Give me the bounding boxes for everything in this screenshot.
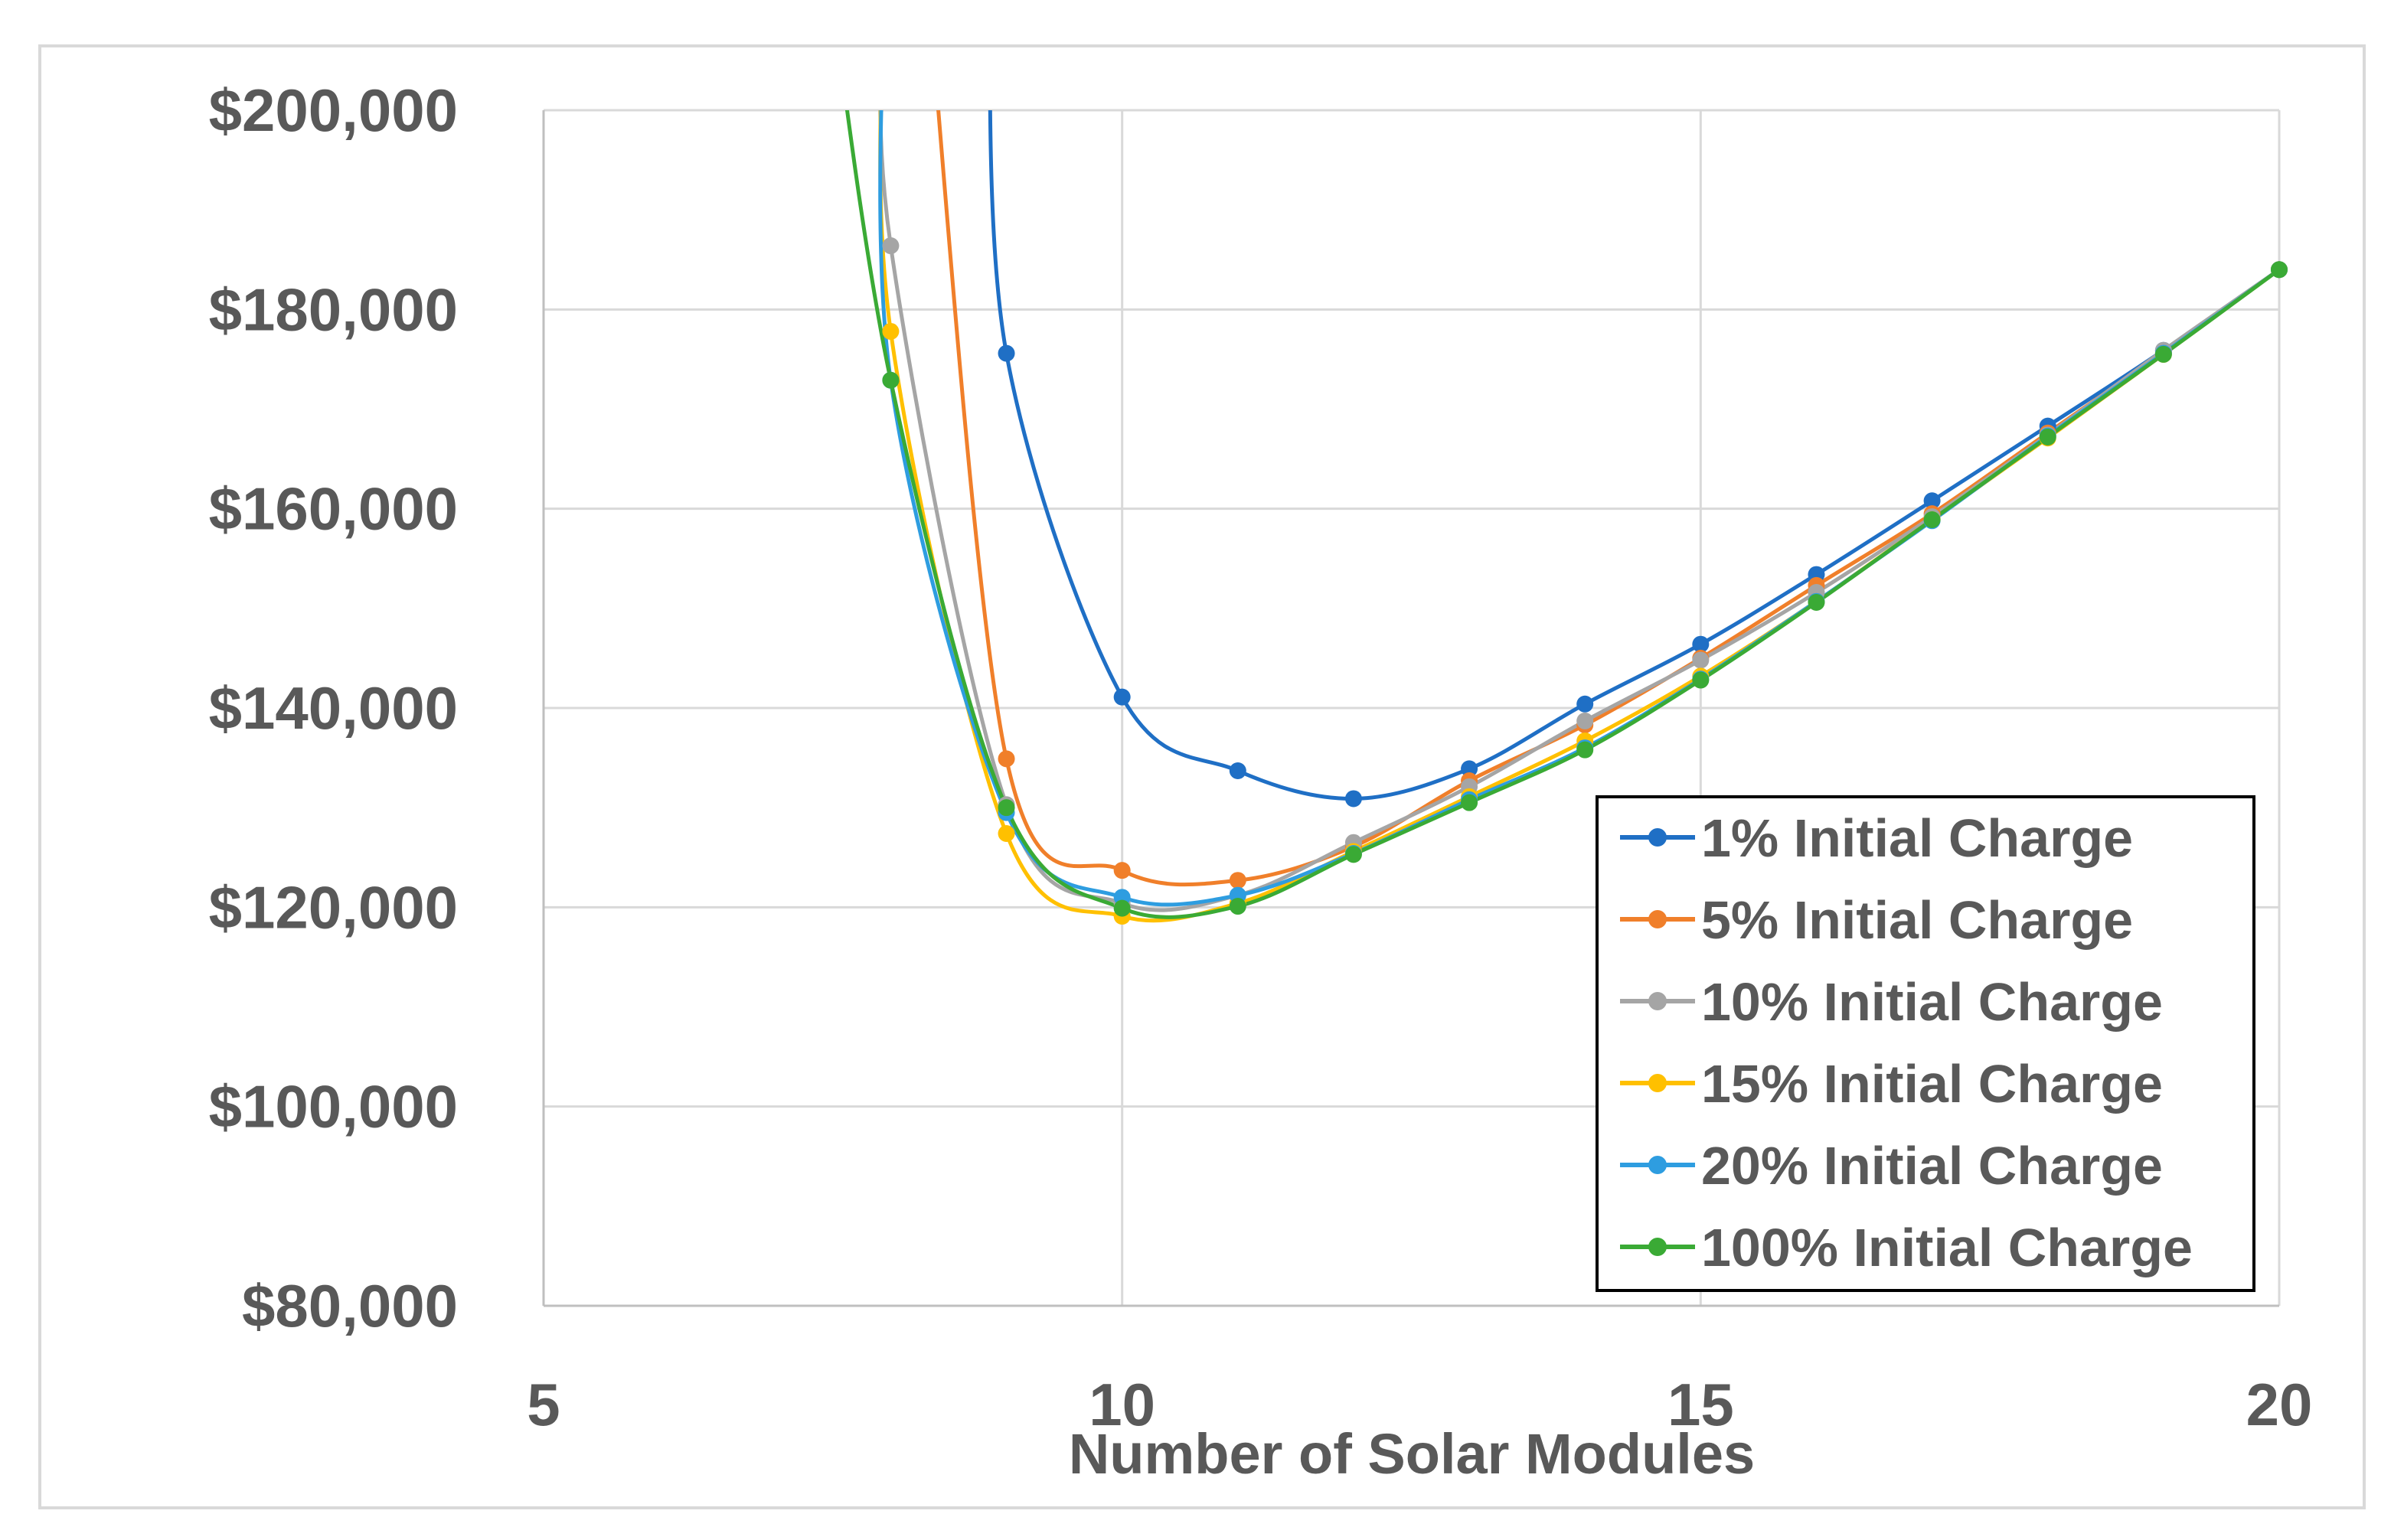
data-point — [1113, 899, 1131, 917]
marker-layer — [882, 237, 2288, 925]
data-point — [1808, 594, 1825, 612]
y-tick-label: $180,000 — [209, 276, 458, 343]
data-point — [1113, 688, 1131, 706]
data-point — [1113, 862, 1131, 879]
data-point — [1576, 695, 1594, 713]
x-axis-title: Number of Solar Modules — [1069, 1422, 1755, 1486]
data-point — [2271, 261, 2288, 279]
data-point — [998, 799, 1015, 817]
x-tick-label: 15 — [1667, 1371, 1734, 1438]
legend-swatch-marker — [1648, 1238, 1667, 1256]
data-point — [882, 237, 900, 255]
axes — [542, 110, 2279, 1307]
legend-box — [1596, 795, 2255, 1292]
legend-label: 10% Initial Charge — [1701, 972, 2163, 1032]
data-point — [998, 750, 1015, 768]
y-tick-label: $100,000 — [209, 1073, 458, 1140]
legend-label: 1% Initial Charge — [1701, 808, 2133, 868]
data-point — [1229, 762, 1246, 780]
x-tick-label: 10 — [1089, 1371, 1155, 1438]
legend-label: 100% Initial Charge — [1701, 1218, 2193, 1277]
series-line — [844, 110, 2279, 919]
data-point — [882, 322, 900, 340]
legend-swatch-marker — [1648, 1074, 1667, 1092]
y-tick-label: $140,000 — [209, 674, 458, 742]
data-point — [2154, 345, 2172, 363]
data-point — [998, 825, 1015, 843]
data-point — [1923, 511, 1941, 528]
legend-entries: 1% Initial Charge 5% Initial Charge 10% In… — [1620, 808, 2193, 1277]
data-point — [1461, 760, 1478, 778]
data-point — [1461, 794, 1478, 811]
data-point — [1692, 635, 1710, 653]
y-tick-label: $200,000 — [209, 77, 458, 144]
data-point — [2039, 428, 2056, 445]
data-point — [1229, 898, 1246, 915]
legend-swatch-marker — [1648, 828, 1667, 847]
legend: 1% Initial Charge 5% Initial Charge 10% In… — [1596, 795, 2255, 1292]
data-point — [1692, 651, 1710, 669]
legend-swatch-marker — [1648, 910, 1667, 928]
data-point — [1576, 741, 1594, 759]
legend-swatch-marker — [1648, 1156, 1667, 1174]
tick-labels: $80,000 $100,000 $120,000 $140,000 $160,000 $… — [209, 77, 2313, 1438]
data-point — [1692, 671, 1710, 689]
data-point — [1344, 846, 1362, 863]
legend-label: 20% Initial Charge — [1701, 1136, 2163, 1196]
data-point — [1576, 712, 1594, 729]
data-point — [998, 344, 1015, 362]
legend-label: 5% Initial Charge — [1701, 890, 2133, 950]
legend-swatch-marker — [1648, 992, 1667, 1010]
data-point — [882, 371, 900, 389]
data-point — [1229, 872, 1246, 889]
y-tick-label: $120,000 — [209, 873, 458, 941]
x-tick-label: 5 — [527, 1371, 560, 1438]
data-point — [1923, 492, 1941, 510]
legend-label: 15% Initial Charge — [1701, 1054, 2163, 1114]
y-tick-label: $160,000 — [209, 475, 458, 543]
x-tick-label: 20 — [2246, 1371, 2313, 1438]
series-line — [988, 110, 2279, 801]
y-tick-label: $80,000 — [242, 1272, 458, 1339]
data-point — [1344, 790, 1362, 808]
